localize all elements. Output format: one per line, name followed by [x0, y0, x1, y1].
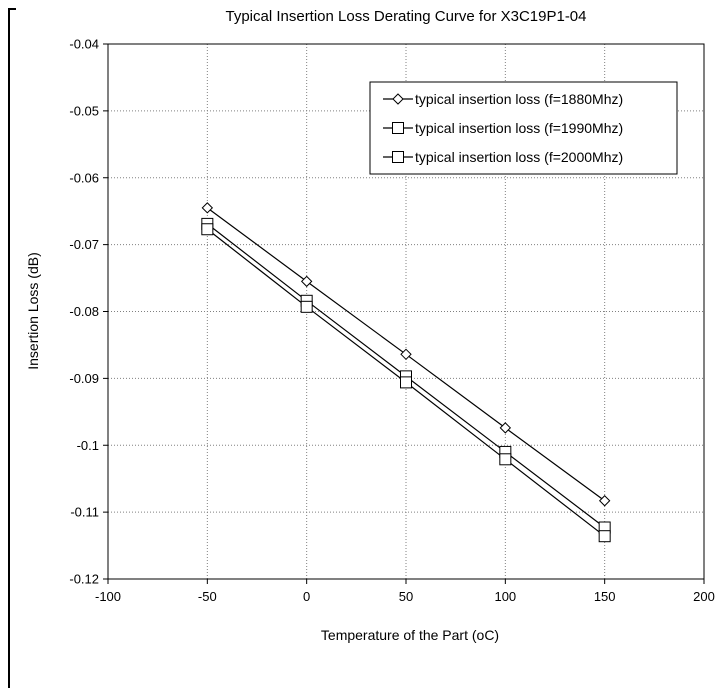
y-tick-label: -0.1 — [77, 438, 99, 453]
frame-top-edge — [8, 8, 16, 10]
legend-marker — [392, 122, 404, 134]
y-tick-label: -0.06 — [69, 170, 99, 185]
x-axis-label: Temperature of the Part (oC) — [321, 627, 499, 643]
y-tick-label: -0.11 — [70, 505, 99, 520]
x-tick-label: 50 — [399, 589, 413, 604]
legend-entry: typical insertion loss (f=2000Mhz) — [383, 149, 623, 165]
x-tick-label: 100 — [494, 589, 516, 604]
data-point-marker — [201, 202, 214, 214]
x-tick-label: 0 — [303, 589, 310, 604]
y-tick-label: -0.08 — [69, 304, 99, 319]
y-axis-label: Insertion Loss (dB) — [25, 252, 41, 370]
legend: typical insertion loss (f=1880Mhz) typica… — [369, 81, 678, 175]
series-1 — [201, 202, 611, 507]
data-point-marker — [201, 223, 214, 236]
y-tick-label: -0.05 — [69, 103, 99, 118]
legend-label: typical insertion loss (f=1990Mhz) — [415, 120, 623, 136]
legend-entry: typical insertion loss (f=1990Mhz) — [383, 120, 623, 136]
series-3 — [201, 223, 611, 543]
x-tick-label: -50 — [198, 589, 217, 604]
data-point-marker — [499, 422, 512, 434]
legend-label: typical insertion loss (f=2000Mhz) — [415, 149, 623, 165]
data-point-marker — [400, 376, 412, 389]
series-group — [201, 202, 611, 543]
legend-label: typical insertion loss (f=1880Mhz) — [415, 91, 623, 107]
legend-box — [369, 81, 678, 175]
y-tick-label: -0.04 — [69, 37, 99, 52]
data-point-marker — [300, 300, 313, 313]
frame-left-edge — [8, 8, 10, 688]
y-tick-label: -0.12 — [69, 572, 99, 587]
axis-ticks: -100 -50 0 50 100 150 200 -0.04 -0.05 -0.06 -0.07 -… — [69, 37, 714, 605]
x-tick-label: -100 — [95, 589, 121, 604]
y-tick-label: -0.07 — [69, 237, 99, 252]
data-point-marker — [598, 495, 611, 507]
x-tick-label: 150 — [594, 589, 616, 604]
chart-title: Typical Insertion Loss Derating Curve fo… — [225, 8, 586, 25]
y-tick-label: -0.09 — [69, 371, 99, 386]
data-point-marker — [499, 453, 512, 466]
data-point-marker — [400, 348, 412, 361]
x-tick-label: 200 — [693, 589, 715, 604]
legend-entry: typical insertion loss (f=1880Mhz) — [383, 91, 623, 107]
legend-marker — [392, 93, 404, 105]
data-point-marker — [300, 275, 313, 288]
data-point-marker — [598, 530, 611, 543]
legend-marker — [392, 151, 404, 163]
